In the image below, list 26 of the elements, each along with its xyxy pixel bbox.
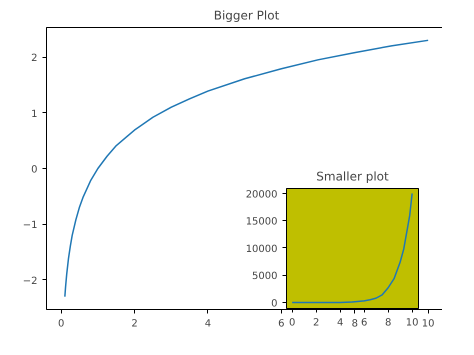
y-tick-label: 20000 <box>246 189 278 200</box>
y-tick-label: 5000 <box>252 271 278 282</box>
y-tick-label: 15000 <box>246 216 278 228</box>
x-tick-label: 2 <box>312 318 320 328</box>
x-tick-label: 8 <box>352 318 358 330</box>
line-series <box>64 40 429 298</box>
y-tick-label: 10000 <box>246 244 278 255</box>
x-tick-label: 0 <box>58 318 64 330</box>
x-tick-label: 6 <box>360 318 368 328</box>
x-tick-label: 4 <box>336 318 344 328</box>
x-tick-label: 4 <box>204 318 212 330</box>
chart-title: Smaller plot <box>316 170 390 184</box>
y-tick-label: −2 <box>22 276 38 287</box>
x-tick-label: 10 <box>422 318 435 330</box>
x-tick-label: 10 <box>406 318 419 328</box>
x-tick-label: 6 <box>278 318 285 330</box>
line-series <box>291 192 413 304</box>
y-tick-label: 0 <box>271 298 278 310</box>
y-tick-label: −1 <box>22 220 38 232</box>
x-tick-label: 8 <box>384 318 392 328</box>
y-tick-label: 1 <box>31 108 38 120</box>
y-tick-label: 2 <box>31 53 38 64</box>
y-tick-label: 0 <box>31 164 38 176</box>
x-tick-label: 2 <box>131 318 138 330</box>
x-tick-label: 0 <box>288 318 296 328</box>
chart-title: Bigger Plot <box>214 8 280 22</box>
